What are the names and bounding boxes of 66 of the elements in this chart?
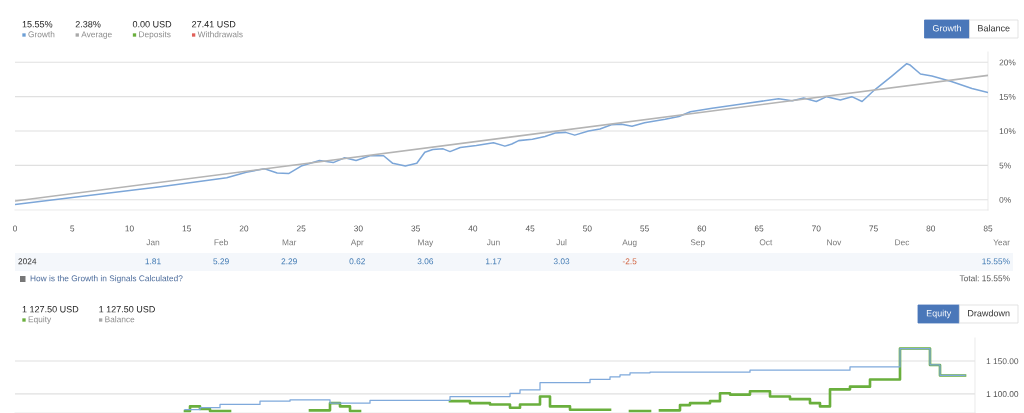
x-tick-label: 5: [70, 225, 75, 232]
text: Equity: [926, 309, 952, 319]
category-label: Mar: [282, 239, 297, 246]
category-label: Dec: [895, 239, 910, 246]
text: 5.29: [213, 258, 229, 265]
text: 1.17: [485, 258, 502, 265]
category-label: Growth: [28, 31, 55, 38]
text: Drawdown: [968, 309, 1010, 317]
y-tick-label: 5%: [999, 162, 1011, 169]
text: 15.55%: [22, 21, 53, 28]
x-tick-label: 15: [182, 225, 191, 232]
text: 0.00 USD: [132, 21, 172, 28]
x-tick-label: 0: [13, 225, 17, 232]
y-tick-label: 1 150.00: [986, 358, 1019, 365]
category-label: May: [418, 239, 434, 247]
text: -2.5: [622, 258, 637, 265]
category-label: Balance: [105, 316, 135, 323]
x-tick-label: 65: [754, 225, 764, 232]
category-label: Nov: [827, 239, 842, 246]
text: 3.06: [417, 258, 434, 265]
text: 1 127.50 USD: [99, 306, 155, 313]
category-label: Equity: [28, 316, 52, 324]
text: 1 127.50 USD: [22, 306, 79, 313]
category-label: Average: [81, 31, 112, 39]
text: 27.41 USD: [192, 21, 236, 28]
x-tick-label: 45: [525, 225, 535, 232]
category-label: Deposits: [139, 31, 171, 39]
category-label: Oct: [759, 239, 773, 246]
category-label: Jan: [146, 239, 160, 246]
x-tick-label: 25: [296, 225, 306, 232]
category-label: Jul: [556, 239, 567, 246]
x-tick-label: 60: [697, 225, 707, 232]
x-tick-label: 50: [583, 225, 592, 232]
category-label: Sep: [690, 239, 705, 247]
y-tick-label: 10%: [999, 128, 1016, 135]
text: 3.03: [553, 258, 570, 265]
x-tick-label: 70: [812, 225, 821, 232]
text: 0.62: [349, 258, 365, 265]
text: 15.55%: [982, 258, 1010, 265]
y-tick-label: 15%: [999, 93, 1016, 100]
category-label: Withdrawals: [197, 31, 243, 38]
y-tick-label: 20%: [999, 59, 1016, 66]
text: Growth: [932, 24, 961, 32]
text: 1.81: [145, 258, 161, 265]
text: 2.38%: [75, 21, 101, 28]
category-label: Aug: [622, 239, 637, 247]
x-tick-label: 10: [125, 225, 134, 232]
x-tick-label: 85: [983, 225, 993, 232]
text: 2.29: [281, 258, 297, 265]
category-label: Year: [993, 239, 1010, 246]
text: How is the Growth in Signals Calculated?: [30, 275, 183, 283]
category-label: Jun: [486, 239, 500, 246]
x-tick-label: 40: [468, 225, 478, 232]
category-label: Feb: [214, 239, 228, 246]
text: Total: 15.55%: [959, 275, 1010, 282]
x-tick-label: 35: [411, 225, 420, 232]
x-tick-label: 30: [354, 225, 363, 232]
x-tick-label: 55: [640, 225, 649, 232]
x-tick-label: 80: [926, 225, 936, 232]
text: Balance: [978, 24, 1010, 32]
category-label: 2024: [18, 258, 37, 265]
y-tick-label: 1 100.00: [986, 391, 1019, 398]
x-tick-label: 75: [869, 225, 878, 232]
category-label: Apr: [350, 239, 364, 247]
x-tick-label: 20: [239, 225, 249, 232]
y-tick-label: 0%: [999, 196, 1011, 203]
